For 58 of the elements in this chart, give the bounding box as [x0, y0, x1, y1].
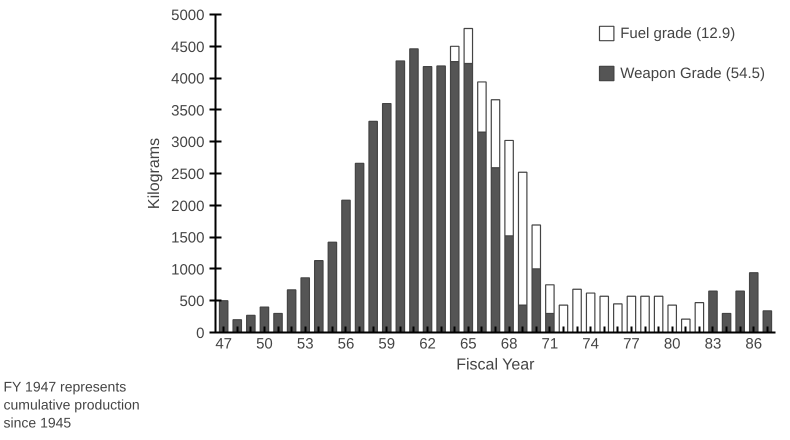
bar: [422, 66, 432, 332]
bar: [613, 303, 623, 332]
y-tick-label: 500: [179, 293, 205, 310]
x-tick-label: 56: [338, 336, 354, 352]
bar: [286, 289, 296, 332]
bar: [708, 290, 718, 332]
legend-label: Fuel grade (12.9): [620, 24, 736, 42]
bar: [735, 290, 745, 332]
bar: [409, 48, 419, 332]
y-tick-label: 4500: [171, 38, 205, 56]
bar: [396, 60, 406, 332]
x-tick-label: 62: [419, 336, 436, 352]
x-axis-title: Fiscal Year: [456, 356, 536, 374]
x-tick-label: 68: [500, 336, 518, 352]
y-tick-label: 2000: [171, 198, 205, 215]
bar: [599, 296, 610, 332]
bar: [382, 102, 392, 332]
y-tick-label: 0: [196, 325, 204, 342]
x-tick-label: 59: [378, 336, 396, 352]
bar: [667, 304, 678, 332]
bar: [694, 302, 704, 332]
bar: [368, 120, 378, 332]
y-tick-label: 3500: [171, 102, 205, 120]
legend-label: Weapon Grade (54.5): [620, 64, 765, 82]
y-axis-title: Kilograms: [146, 138, 164, 210]
bar: [341, 200, 351, 332]
y-tick-label: 4000: [171, 70, 205, 88]
bar: [640, 296, 650, 332]
x-tick-label: 74: [582, 336, 599, 352]
y-tick-label: 1500: [171, 230, 205, 247]
bar: [586, 292, 596, 332]
x-tick-label: 53: [296, 336, 314, 352]
bar: [273, 312, 283, 332]
bar: [328, 242, 338, 332]
x-tick-label: 83: [704, 336, 722, 352]
bar: [626, 296, 636, 332]
x-tick-label: 50: [256, 336, 273, 352]
y-tick-label: 5000: [171, 7, 205, 24]
text: FY 1947 represents cumulative production since 1945: [4, 378, 140, 430]
bar: [558, 304, 568, 332]
bar: [436, 65, 446, 332]
y-tick-label: 1000: [171, 261, 205, 278]
bar: [260, 306, 270, 332]
bar: [748, 272, 759, 332]
y-tick-label: 3000: [171, 134, 205, 152]
bar: [218, 300, 228, 332]
bar: [300, 277, 310, 332]
x-tick-label: 77: [623, 336, 640, 352]
bar: [572, 288, 582, 332]
bar: [314, 260, 324, 332]
bar: [654, 296, 664, 332]
x-tick-label: 71: [542, 336, 558, 352]
x-tick-label: 86: [745, 336, 762, 352]
x-tick-label: 65: [460, 336, 477, 352]
bar: [354, 162, 364, 332]
y-tick-label: 2500: [171, 166, 205, 183]
x-tick-label: 47: [215, 336, 232, 352]
x-tick-label: 80: [664, 336, 681, 352]
